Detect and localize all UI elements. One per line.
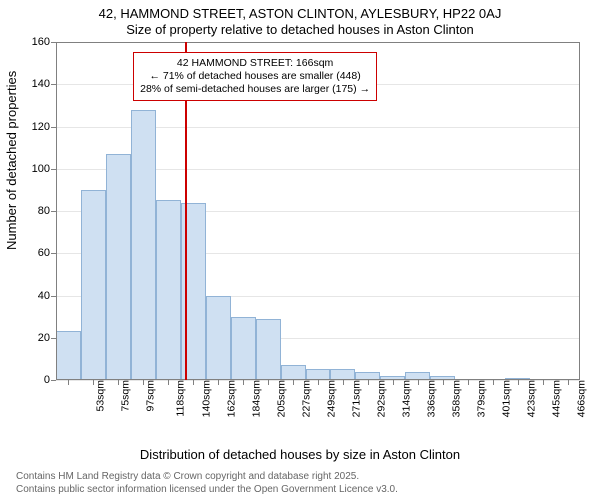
x-tick-label: 75sqm [118, 380, 132, 412]
histogram-bar [206, 296, 231, 381]
annotation-line: 28% of semi-detached houses are larger (… [140, 83, 370, 96]
x-tick-label: 336sqm [423, 380, 437, 417]
x-tick-label: 205sqm [274, 380, 288, 417]
histogram-bar [106, 154, 131, 380]
annotation-line: ← 71% of detached houses are smaller (44… [140, 70, 370, 83]
histogram-bar [231, 317, 256, 380]
y-tick-label: 80 [38, 205, 56, 217]
footer-line-1: Contains HM Land Registry data © Crown c… [16, 471, 398, 484]
x-tick-label: 314sqm [398, 380, 412, 417]
y-tick-label: 40 [38, 290, 56, 302]
annotation-line: 42 HAMMOND STREET: 166sqm [140, 57, 370, 70]
y-tick-label: 160 [32, 36, 56, 48]
x-tick-label: 162sqm [224, 380, 238, 417]
x-tick-label: 249sqm [323, 380, 337, 417]
histogram-bar [281, 365, 306, 380]
histogram-bar [131, 110, 156, 380]
x-tick-label: 401sqm [498, 380, 512, 417]
x-tick-label: 97sqm [143, 380, 157, 412]
y-tick-label: 60 [38, 247, 56, 259]
histogram-bar [56, 331, 81, 380]
x-tick-label: 358sqm [448, 380, 462, 417]
y-tick-label: 120 [32, 121, 56, 133]
x-tick-label: 292sqm [373, 380, 387, 417]
x-tick-label: 466sqm [573, 380, 587, 417]
annotation-box: 42 HAMMOND STREET: 166sqm← 71% of detach… [133, 52, 377, 101]
histogram-bar [256, 319, 281, 380]
y-tick-label: 0 [44, 374, 56, 386]
x-tick-label: 445sqm [548, 380, 562, 417]
footer-line-2: Contains public sector information licen… [16, 484, 398, 497]
y-tick-label: 100 [32, 163, 56, 175]
y-tick-label: 140 [32, 78, 56, 90]
chart-title-sub: Size of property relative to detached ho… [0, 22, 600, 37]
x-tick-label: 140sqm [199, 380, 213, 417]
x-tick-label: 271sqm [348, 380, 362, 417]
x-tick-label: 53sqm [93, 380, 107, 412]
histogram-bar [81, 190, 106, 380]
x-axis-title: Distribution of detached houses by size … [0, 447, 600, 462]
x-tick-label: 227sqm [298, 380, 312, 417]
x-tick-label: 423sqm [523, 380, 537, 417]
x-tick-label: 118sqm [173, 380, 187, 417]
x-tick-label: 184sqm [249, 380, 263, 417]
y-axis-title: Number of detached properties [4, 71, 19, 250]
x-tick-label: 379sqm [473, 380, 487, 417]
histogram-bar [156, 200, 181, 380]
y-tick-label: 20 [38, 332, 56, 344]
plot-area: 02040608010012014016053sqm75sqm97sqm118s… [56, 42, 580, 380]
footer-attribution: Contains HM Land Registry data © Crown c… [16, 471, 398, 496]
chart-title-main: 42, HAMMOND STREET, ASTON CLINTON, AYLES… [0, 6, 600, 21]
